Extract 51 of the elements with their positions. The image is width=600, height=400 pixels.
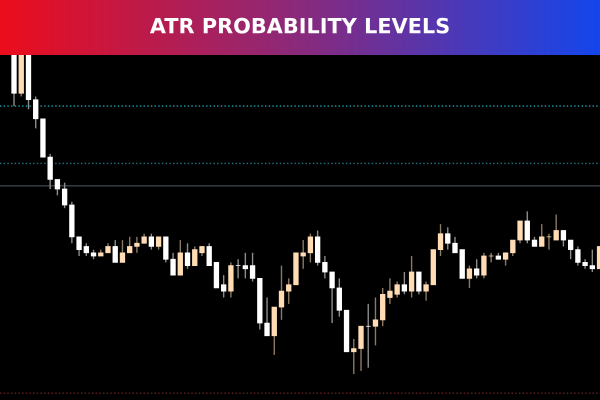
candlestick	[221, 274, 226, 298]
candlestick	[141, 232, 147, 244]
candlestick	[438, 223, 444, 257]
candlestick	[532, 236, 538, 248]
candlestick	[539, 223, 544, 248]
candlestick	[84, 242, 89, 257]
candlestick	[163, 236, 168, 264]
candlestick	[178, 239, 183, 276]
candlestick	[416, 271, 422, 296]
candlestick	[90, 248, 96, 260]
candlestick	[170, 252, 176, 276]
candlestick	[127, 236, 132, 254]
candlestick	[372, 296, 378, 346]
candlestick	[466, 264, 472, 289]
candlestick	[242, 252, 248, 280]
candlestick	[286, 278, 292, 305]
candlestick	[524, 210, 530, 244]
candlestick	[358, 326, 364, 372]
candlestick	[264, 296, 270, 336]
candlestick	[278, 264, 284, 321]
candlestick	[184, 242, 190, 270]
candlestick	[474, 258, 480, 280]
candlestick	[366, 303, 371, 368]
candlestick	[481, 252, 487, 280]
candlestick	[199, 246, 205, 257]
candlestick	[408, 255, 414, 298]
candlestick	[235, 258, 241, 280]
candlestick	[156, 236, 162, 250]
candlestick	[517, 220, 523, 244]
candlestick	[546, 232, 552, 250]
candlestick	[554, 214, 559, 241]
candlestick	[423, 280, 429, 302]
candlestick	[402, 271, 408, 296]
candlestick	[105, 242, 111, 254]
candlestick	[120, 239, 126, 264]
candlestick	[192, 246, 198, 266]
candlestick	[394, 280, 400, 298]
candlestick	[488, 252, 494, 264]
candlestick	[33, 96, 38, 130]
candlestick	[148, 232, 154, 250]
candlestick	[76, 236, 82, 257]
candlestick	[445, 226, 450, 250]
candlestick	[560, 230, 566, 248]
candlestick	[112, 239, 118, 264]
candlestick	[387, 278, 393, 305]
candlestick	[250, 252, 256, 282]
candlestick	[206, 242, 212, 266]
candlestick	[351, 338, 356, 375]
candlestick	[134, 236, 140, 254]
candlestick	[452, 236, 458, 254]
chart-title: ATR PROBABILITY LEVELS	[150, 18, 449, 34]
